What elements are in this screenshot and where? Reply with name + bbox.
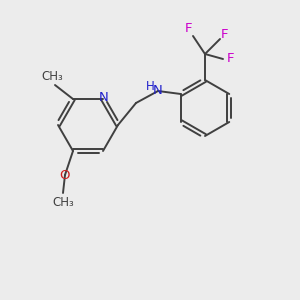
Text: F: F	[185, 22, 193, 35]
Text: CH₃: CH₃	[41, 70, 63, 83]
Text: F: F	[221, 28, 229, 40]
Text: F: F	[226, 52, 234, 65]
Text: N: N	[153, 85, 163, 98]
Text: H: H	[146, 80, 154, 92]
Text: CH₃: CH₃	[52, 196, 74, 209]
Text: O: O	[60, 169, 70, 182]
Text: N: N	[99, 91, 109, 103]
